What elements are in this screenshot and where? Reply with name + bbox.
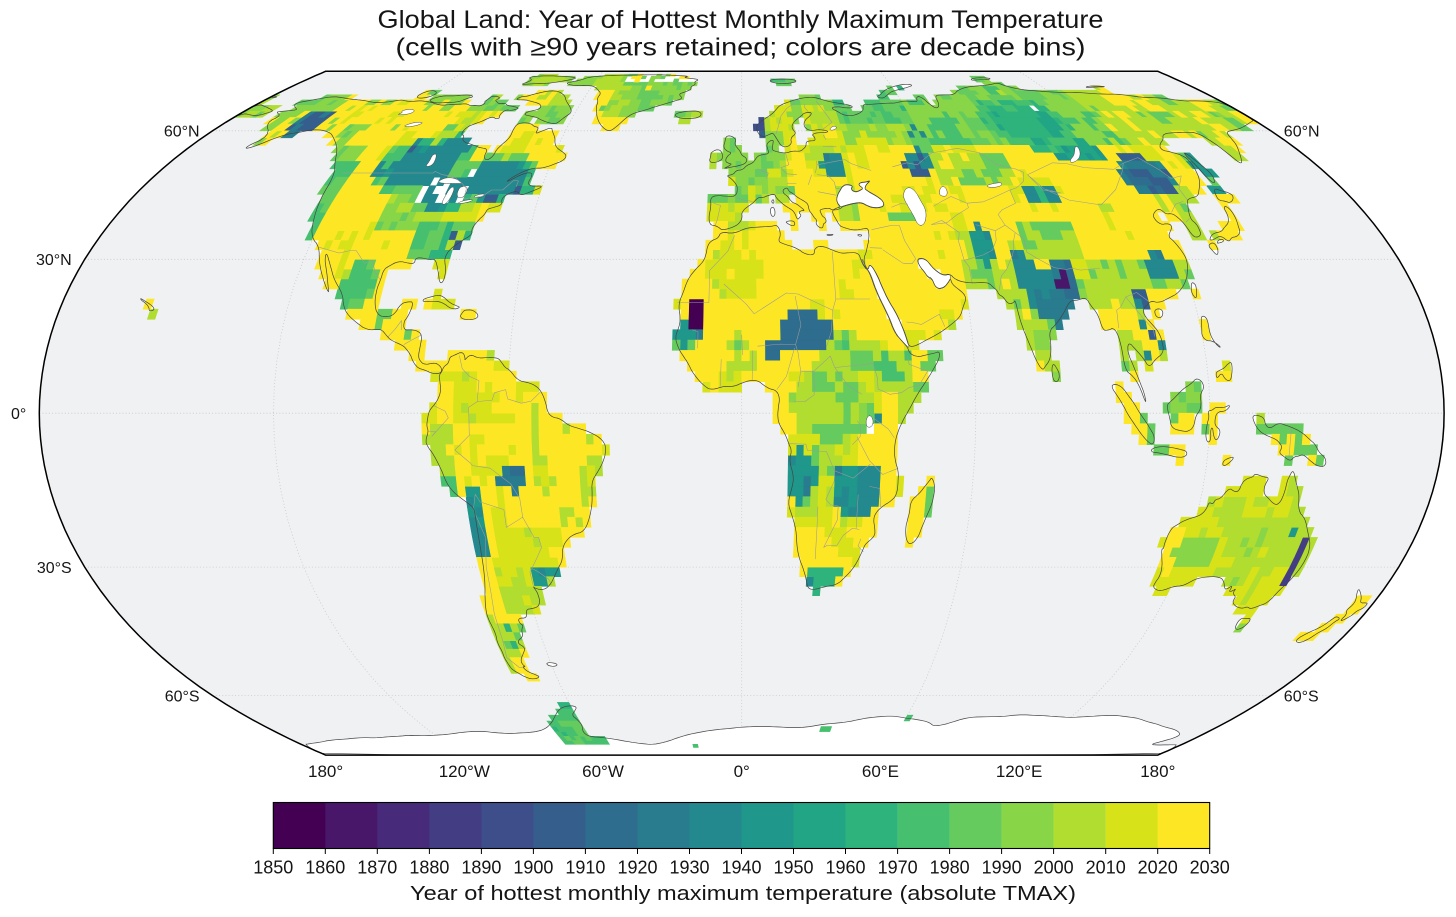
svg-text:0°: 0° [11, 406, 26, 423]
svg-text:1890: 1890 [461, 858, 501, 878]
svg-text:Year of hottest monthly maximu: Year of hottest monthly maximum temperat… [410, 882, 1076, 905]
svg-text:1930: 1930 [669, 858, 709, 878]
svg-text:60°N: 60°N [164, 124, 200, 141]
svg-text:60°W: 60°W [582, 762, 624, 781]
svg-text:1970: 1970 [878, 858, 918, 878]
svg-text:1940: 1940 [721, 858, 761, 878]
svg-text:1990: 1990 [982, 858, 1022, 878]
svg-text:120°E: 120°E [996, 762, 1043, 781]
svg-text:2000: 2000 [1034, 858, 1074, 878]
svg-text:1900: 1900 [513, 858, 553, 878]
svg-text:30°N: 30°N [36, 252, 72, 269]
svg-text:180°: 180° [1140, 762, 1175, 781]
svg-text:1950: 1950 [773, 858, 813, 878]
svg-text:Global Land: Year of Hottest M: Global Land: Year of Hottest Monthly Max… [378, 6, 1104, 34]
svg-text:2030: 2030 [1190, 858, 1230, 878]
svg-text:120°W: 120°W [439, 762, 490, 781]
svg-text:1960: 1960 [825, 858, 865, 878]
svg-text:0°: 0° [734, 762, 750, 781]
svg-text:60°E: 60°E [862, 762, 899, 781]
svg-text:1980: 1980 [930, 858, 970, 878]
svg-text:60°N: 60°N [1284, 124, 1320, 141]
svg-text:180°: 180° [308, 762, 343, 781]
svg-text:2010: 2010 [1086, 858, 1126, 878]
svg-text:1920: 1920 [617, 858, 657, 878]
svg-text:1850: 1850 [253, 858, 293, 878]
svg-text:30°S: 30°S [37, 560, 72, 577]
svg-text:1860: 1860 [305, 858, 345, 878]
svg-text:1870: 1870 [357, 858, 397, 878]
svg-text:(cells with ≥90 years retained: (cells with ≥90 years retained; colors a… [396, 34, 1086, 62]
svg-text:60°S: 60°S [165, 688, 200, 705]
svg-text:60°S: 60°S [1284, 688, 1319, 705]
svg-text:2020: 2020 [1138, 858, 1178, 878]
svg-text:1880: 1880 [409, 858, 449, 878]
svg-text:1910: 1910 [565, 858, 605, 878]
